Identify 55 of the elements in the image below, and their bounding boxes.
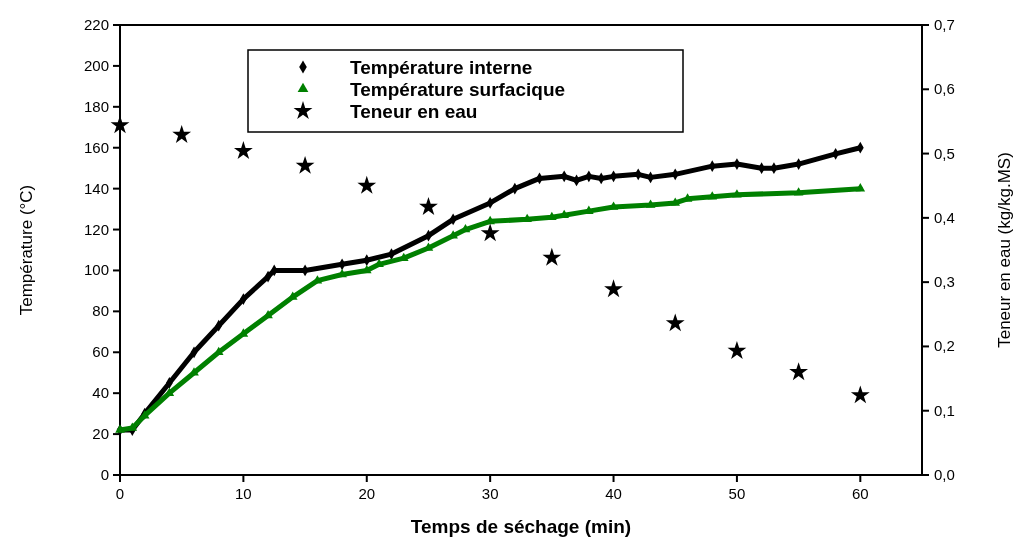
legend-label: Température interne <box>350 57 533 78</box>
y-tick-label: 140 <box>83 179 109 197</box>
point <box>189 367 199 376</box>
y-tick-label: 200 <box>83 56 109 74</box>
legend-label: Teneur en eau <box>350 101 478 122</box>
point <box>850 385 870 404</box>
x-tick-label: 30 <box>481 485 499 502</box>
point <box>110 115 130 134</box>
y2-tick-label: 0,2 <box>934 337 955 355</box>
point <box>164 387 175 396</box>
y-tick-label: 180 <box>83 97 109 115</box>
point <box>542 247 562 266</box>
point <box>295 155 315 174</box>
point <box>604 279 623 298</box>
x-tick-label: 0 <box>115 485 125 502</box>
y2-tick-label: 0,4 <box>934 208 955 226</box>
x-tick-label: 40 <box>605 485 622 502</box>
point <box>727 341 747 359</box>
y2-tick-label: 0,6 <box>934 80 955 98</box>
legend-label: Température surfacique <box>350 79 566 100</box>
point <box>793 187 804 196</box>
x-tick-label: 50 <box>728 485 746 502</box>
x-tick-label: 20 <box>358 485 376 502</box>
y-tick-label: 100 <box>83 261 109 279</box>
point <box>645 199 656 208</box>
point <box>233 141 253 160</box>
point <box>855 183 866 192</box>
y-axis-title: Température (°C) <box>17 184 36 316</box>
x-tick-label: 10 <box>235 485 252 502</box>
point <box>670 197 681 206</box>
point <box>707 191 718 200</box>
y-tick-label: 220 <box>83 16 109 33</box>
point <box>357 175 377 194</box>
point <box>361 264 372 274</box>
x-tick-label: 60 <box>851 485 869 502</box>
y-tick-label: 20 <box>92 425 109 443</box>
y2-tick-label: 0,0 <box>934 466 955 483</box>
y2-tick-label: 0,5 <box>934 144 955 162</box>
y-tick-label: 40 <box>92 384 109 402</box>
point <box>665 313 685 332</box>
point <box>789 362 809 381</box>
x-axis-title: Temps de séchage (min) <box>410 516 632 537</box>
y2-axis-title: Teneur en eau (kg/kg.MS) <box>995 152 1014 348</box>
y-tick-label: 0 <box>100 466 109 483</box>
y2-tick-label: 0,1 <box>934 401 955 419</box>
y2-tick-label: 0,7 <box>934 16 955 33</box>
point <box>480 223 500 242</box>
point <box>732 189 742 198</box>
y-tick-label: 80 <box>92 302 109 320</box>
y2-tick-label: 0,3 <box>934 273 955 291</box>
point <box>419 197 438 215</box>
y-tick-label: 160 <box>83 138 109 156</box>
point <box>172 125 192 143</box>
y-tick-label: 120 <box>83 220 109 238</box>
y-tick-label: 60 <box>92 343 109 361</box>
